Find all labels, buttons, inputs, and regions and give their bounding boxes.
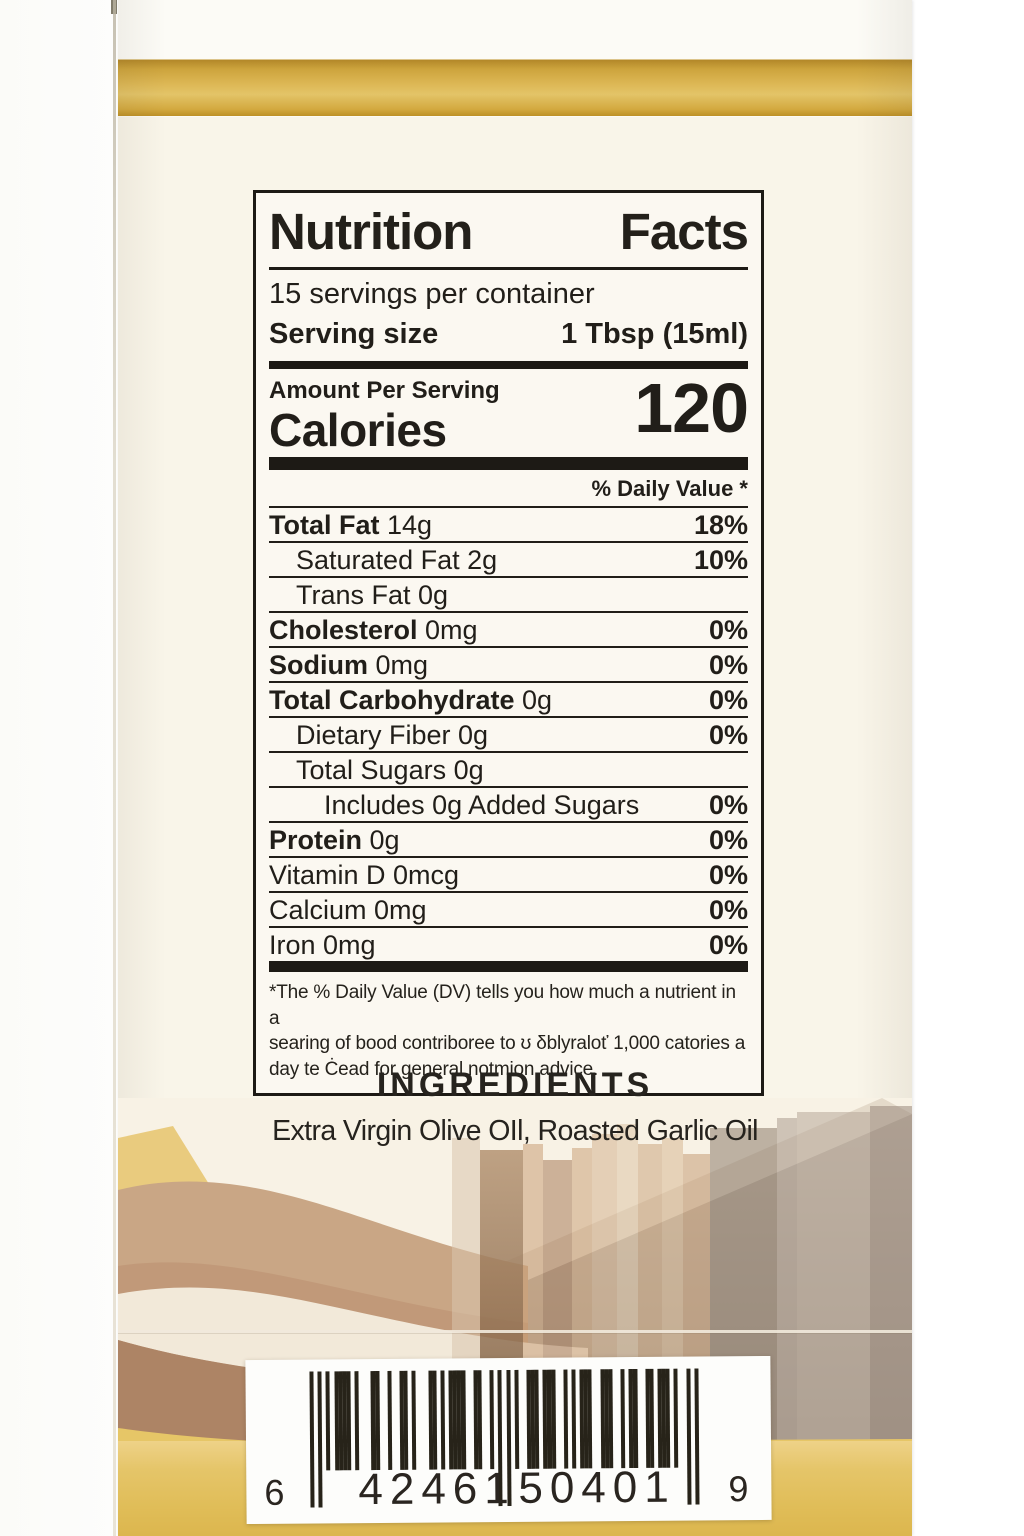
nutrition-facts-panel: Nutrition Facts 15 servings per containe… [253, 190, 764, 1097]
daily-value-footnote: *The % Daily Value (DV) tells you how mu… [269, 981, 746, 1081]
nutrient-row: Sodium 0mg 0% [269, 645, 748, 681]
nutrient-row: Trans Fat 0g [269, 575, 748, 611]
serving-size-label: Serving size [269, 317, 439, 350]
nutrient-daily-value: 18% [693, 509, 748, 540]
nutrient-row: Calcium 0mg 0% [269, 890, 748, 926]
barcode-digit-system: 6 [264, 1471, 285, 1513]
nutrient-row: Total Fat 14g 18% [269, 505, 748, 541]
daily-value-header: % Daily Value * [591, 475, 748, 501]
nutrient-row: Saturated Fat 2g 10% [269, 540, 748, 576]
nutrient-daily-value: 0% [708, 684, 748, 715]
barcode-module [694, 1368, 700, 1505]
nutrient-name: Includes 0g Added Sugars [324, 789, 640, 820]
nutrient-name: Sodium 0mg [269, 649, 429, 680]
nutrient-name: Total Sugars 0g [296, 754, 484, 785]
bottle-edge-line [113, 0, 116, 1536]
title-word-nutrition: Nutrition [269, 203, 473, 260]
nutrient-name: Iron 0mg [269, 929, 376, 960]
nutrient-row: Cholesterol 0mg 0% [269, 610, 748, 646]
nutrient-row: Total Sugars 0g [269, 750, 748, 786]
ingredients-list: Extra Virgin Olive OIl, Roasted Garlic O… [272, 1115, 758, 1147]
serving-size-row: Serving size 1 Tbsp (15ml) [269, 317, 748, 352]
nutrient-daily-value: 0% [708, 859, 748, 890]
divider-thick [269, 456, 748, 470]
nutrient-name: Calcium 0mg [269, 894, 427, 925]
nutrient-name: Total Fat 14g [269, 509, 433, 540]
divider-thick-bottom [269, 960, 748, 972]
calories-block: Amount Per Serving Calories 120 [269, 368, 749, 457]
ingredients-section: INGREDIENTS Extra Virgin Olive OIl, Roas… [118, 1066, 912, 1148]
nutrient-row: Iron 0mg 0% [269, 925, 748, 961]
nutrient-row: Total Carbohydrate 0g 0% [269, 680, 748, 716]
nutrient-daily-value: 0% [708, 649, 748, 680]
nutrient-name: Saturated Fat 2g [296, 544, 498, 575]
bottle-label: Nutrition Facts 15 servings per containe… [118, 0, 912, 1536]
nutrient-daily-value: 10% [693, 544, 748, 575]
nutrient-name: Cholesterol 0mg [269, 614, 478, 645]
nutrient-daily-value: 0% [708, 614, 748, 645]
ingredients-heading: INGREDIENTS [376, 1066, 654, 1104]
divider-thin [269, 267, 748, 271]
nutrient-name: Trans Fat 0g [296, 579, 449, 610]
barcode-digits-left: 42461 [358, 1463, 516, 1515]
nutrition-facts-title: Nutrition Facts [269, 203, 749, 260]
nutrient-row: Vitamin D 0mcg 0% [269, 855, 748, 891]
gold-band-top [118, 59, 912, 116]
calories-value: 120 [634, 368, 749, 447]
barcode: 6 42461 50401 9 [245, 1355, 772, 1525]
nutrient-daily-value: 0% [708, 894, 748, 925]
title-word-facts: Facts [619, 203, 749, 260]
nutrient-daily-value: 0% [708, 789, 748, 820]
nutrient-row: Protein 0g 0% [269, 820, 748, 856]
barcode-digits-right: 50401 [518, 1462, 676, 1513]
amount-per-serving-label: Amount Per Serving [269, 376, 500, 404]
nutrient-row: Dietary Fiber 0g 0% [269, 715, 748, 751]
nutrient-daily-value: 0% [708, 929, 748, 960]
divider-medium [269, 360, 748, 369]
servings-per-container: 15 servings per container [269, 278, 595, 311]
nutrient-daily-value: 0% [708, 719, 748, 750]
nutrient-daily-value: 0% [708, 824, 748, 855]
nutrient-name: Dietary Fiber 0g [296, 719, 489, 750]
nutrient-row: Includes 0g Added Sugars 0% [269, 785, 748, 821]
nutrient-name: Total Carbohydrate 0g [269, 684, 553, 715]
calories-label: Calories [269, 404, 447, 457]
nutrient-name: Vitamin D 0mcg [269, 859, 460, 890]
nutrient-name: Protein 0g [269, 824, 400, 855]
barcode-digit-check: 9 [728, 1468, 749, 1510]
serving-size-value: 1 Tbsp (15ml) [561, 317, 748, 350]
nutrient-rows: Total Fat 14g 18% Saturated Fat 2g 10% Trans… [269, 505, 748, 961]
label-top-area [118, 0, 912, 59]
